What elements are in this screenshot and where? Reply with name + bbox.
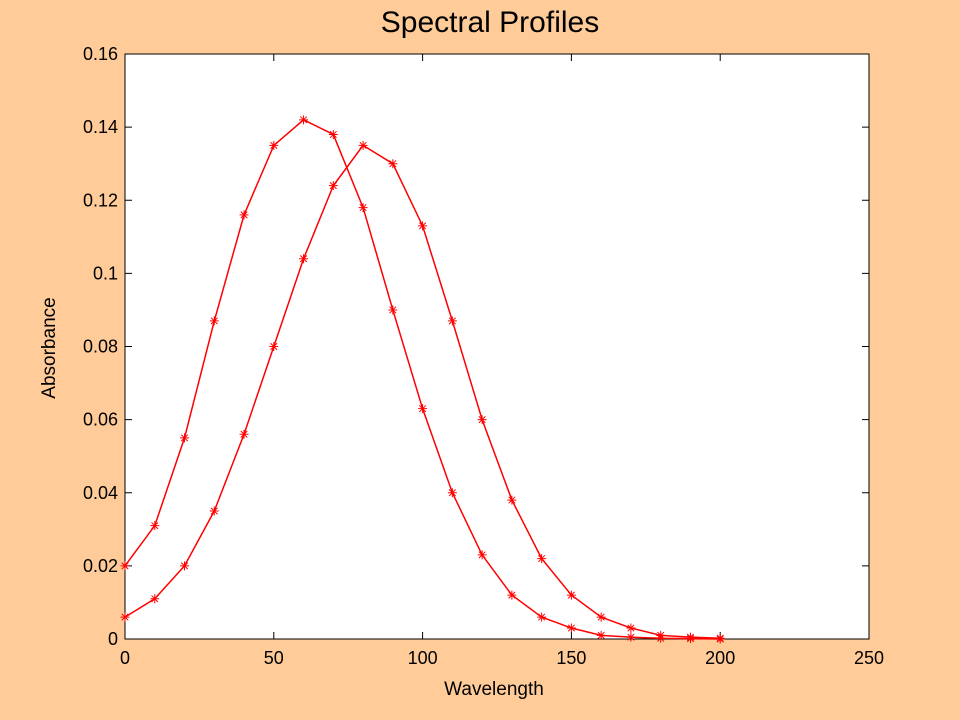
y-tick-label: 0 bbox=[108, 629, 118, 649]
x-tick-label: 200 bbox=[705, 648, 735, 668]
data-point bbox=[418, 404, 428, 414]
data-point bbox=[477, 550, 487, 560]
data-point bbox=[299, 254, 309, 264]
data-point bbox=[239, 429, 249, 439]
data-point bbox=[328, 129, 338, 139]
data-point bbox=[566, 590, 576, 600]
y-axis-label: Absorbance bbox=[39, 297, 60, 398]
data-point bbox=[715, 633, 725, 643]
data-point bbox=[507, 495, 517, 505]
data-point bbox=[537, 612, 547, 622]
x-axis-label: Wavelength bbox=[444, 679, 544, 700]
y-tick-label: 0.1 bbox=[93, 263, 118, 283]
data-point bbox=[685, 632, 695, 642]
data-point bbox=[180, 561, 190, 571]
series-layer bbox=[120, 115, 725, 644]
data-point bbox=[388, 305, 398, 315]
data-point bbox=[209, 316, 219, 326]
y-axis: 0 0.02 0.04 0.06 0.08 0.1 0.12 0.14 0.16 bbox=[83, 44, 869, 649]
y-tick-label: 0.04 bbox=[83, 483, 118, 503]
data-point bbox=[418, 221, 428, 231]
data-point bbox=[447, 316, 457, 326]
data-point bbox=[566, 623, 576, 633]
x-tick-label: 100 bbox=[408, 648, 438, 668]
plot-area bbox=[124, 53, 870, 640]
x-tick-label: 0 bbox=[120, 648, 130, 668]
data-point bbox=[150, 594, 160, 604]
data-point bbox=[120, 612, 130, 622]
x-tick-label: 150 bbox=[556, 648, 586, 668]
data-point bbox=[120, 561, 130, 571]
data-point bbox=[269, 140, 279, 150]
data-point bbox=[209, 506, 219, 516]
data-point bbox=[656, 630, 666, 640]
x-tick-label: 250 bbox=[854, 648, 884, 668]
data-point bbox=[447, 488, 457, 498]
data-point bbox=[239, 210, 249, 220]
data-point bbox=[596, 630, 606, 640]
data-point bbox=[328, 181, 338, 191]
data-point bbox=[477, 415, 487, 425]
data-point bbox=[358, 140, 368, 150]
data-point bbox=[299, 115, 309, 125]
data-point bbox=[626, 632, 636, 642]
data-point bbox=[596, 612, 606, 622]
x-tick-label: 50 bbox=[264, 648, 284, 668]
x-axis: 0 50 100 150 200 250 bbox=[120, 54, 884, 668]
data-point bbox=[388, 159, 398, 169]
series-1 bbox=[120, 115, 725, 644]
y-tick-label: 0.08 bbox=[83, 337, 118, 357]
series-2 bbox=[120, 140, 725, 643]
data-point bbox=[180, 433, 190, 443]
data-point bbox=[150, 521, 160, 531]
y-tick-label: 0.02 bbox=[83, 556, 118, 576]
y-tick-label: 0.16 bbox=[83, 44, 118, 64]
data-point bbox=[358, 203, 368, 213]
y-tick-label: 0.12 bbox=[83, 190, 118, 210]
data-point bbox=[537, 554, 547, 564]
data-point bbox=[269, 342, 279, 351]
y-tick-label: 0.14 bbox=[83, 117, 118, 137]
chart-title: Spectral Profiles bbox=[381, 6, 599, 39]
y-tick-label: 0.06 bbox=[83, 410, 118, 430]
data-point bbox=[507, 590, 517, 600]
data-point bbox=[626, 623, 636, 633]
